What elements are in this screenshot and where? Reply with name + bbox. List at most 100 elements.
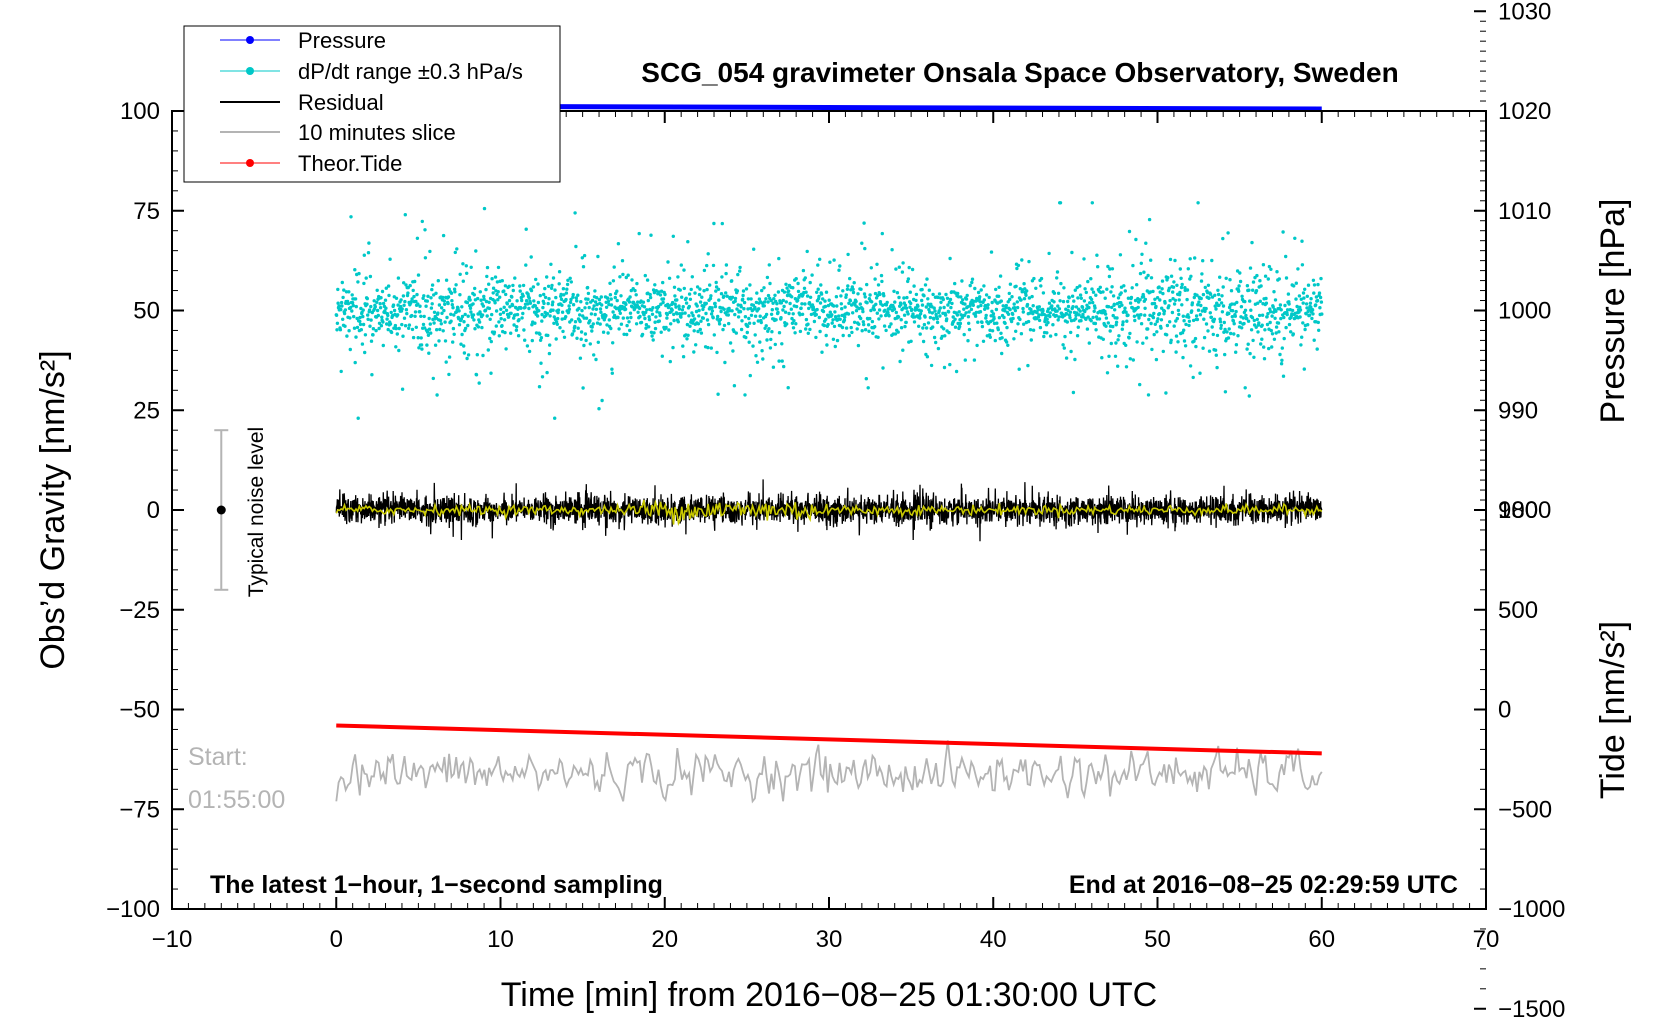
dpdt-point — [628, 295, 632, 299]
dpdt-point — [771, 301, 775, 305]
dpdt-point — [1158, 298, 1162, 302]
dpdt-point — [878, 292, 882, 297]
dpdt-point — [489, 371, 493, 375]
dpdt-point — [1213, 293, 1217, 297]
dpdt-point — [463, 326, 468, 331]
dpdt-point — [824, 317, 828, 321]
dpdt-point — [683, 311, 687, 315]
dpdt-point — [1103, 309, 1107, 314]
dpdt-point — [571, 292, 575, 297]
dpdt-point — [865, 282, 869, 287]
dpdt-point — [894, 310, 898, 315]
dpdt-point — [705, 263, 709, 268]
y-tick-label: 75 — [133, 198, 160, 225]
dpdt-point — [1243, 299, 1247, 304]
dpdt-point — [739, 305, 743, 309]
dpdt-point — [1139, 261, 1144, 265]
x-axis-title: Time [min] from 2016−08−25 01:30:00 UTC — [501, 976, 1157, 1014]
dpdt-point — [824, 290, 829, 294]
dpdt-point — [661, 297, 666, 301]
dpdt-point — [643, 316, 647, 321]
dpdt-point — [485, 274, 489, 279]
x-tick-label: 60 — [1308, 926, 1335, 953]
dpdt-point — [784, 282, 788, 286]
dpdt-point — [446, 301, 450, 306]
dpdt-point — [1198, 371, 1202, 375]
dpdt-point — [1266, 312, 1270, 316]
dpdt-point — [753, 305, 757, 310]
dpdt-point — [1216, 292, 1221, 297]
dpdt-point — [1130, 286, 1134, 290]
dpdt-point — [412, 294, 416, 299]
dpdt-point — [1182, 328, 1186, 332]
dpdt-point — [359, 328, 363, 332]
dpdt-point — [1083, 287, 1087, 291]
dpdt-point — [1026, 319, 1031, 324]
dpdt-point — [901, 348, 905, 352]
dpdt-point — [1095, 253, 1099, 257]
dpdt-point — [512, 316, 516, 320]
dpdt-point — [710, 306, 714, 310]
dpdt-point — [928, 315, 933, 320]
dpdt-point — [769, 337, 773, 342]
dpdt-point — [816, 263, 820, 267]
dpdt-point — [1292, 284, 1296, 288]
dpdt-point — [545, 312, 550, 316]
dpdt-point — [804, 317, 809, 322]
dpdt-point — [790, 321, 795, 325]
dpdt-point — [749, 297, 753, 301]
dpdt-point — [523, 305, 527, 310]
dpdt-point — [396, 313, 400, 317]
dpdt-point — [997, 316, 1002, 320]
dpdt-point — [657, 319, 661, 323]
dpdt-point — [1120, 303, 1124, 307]
dpdt-point — [1229, 331, 1233, 336]
dpdt-point — [943, 334, 947, 338]
dpdt-point — [413, 314, 417, 318]
dpdt-point — [909, 301, 913, 306]
dpdt-point — [616, 315, 620, 320]
dpdt-point — [833, 344, 837, 349]
dpdt-point — [1058, 299, 1062, 303]
dpdt-point — [634, 322, 639, 326]
svg-text:10 minutes slice: 10 minutes slice — [298, 120, 456, 145]
dpdt-point — [1015, 300, 1019, 304]
dpdt-point — [724, 271, 728, 276]
dpdt-point — [826, 322, 830, 327]
dpdt-point — [461, 262, 465, 266]
dpdt-point — [736, 303, 740, 307]
dpdt-point — [997, 294, 1001, 298]
dpdt-point — [355, 325, 360, 330]
dpdt-point — [808, 295, 813, 299]
dpdt-point — [1156, 317, 1160, 321]
dpdt-point — [456, 306, 460, 310]
dpdt-point — [410, 313, 414, 318]
dpdt-point — [694, 309, 699, 314]
dpdt-point — [1318, 295, 1323, 300]
dpdt-point — [742, 300, 747, 305]
dpdt-point — [1142, 270, 1146, 274]
dpdt-point — [1213, 304, 1217, 308]
dpdt-point — [975, 343, 979, 348]
dpdt-point — [612, 265, 616, 269]
tide-tick-label: 1000 — [1498, 497, 1551, 524]
dpdt-point — [966, 315, 971, 319]
dpdt-point — [1059, 281, 1063, 286]
dpdt-point — [491, 286, 496, 290]
dpdt-point — [692, 329, 696, 333]
dpdt-point — [474, 373, 479, 377]
dpdt-point — [755, 291, 759, 295]
dpdt-point — [1012, 302, 1016, 306]
dpdt-point — [739, 327, 744, 332]
dpdt-point — [1238, 271, 1242, 275]
dpdt-point — [1141, 341, 1145, 345]
dpdt-point — [746, 297, 751, 301]
dpdt-point — [514, 328, 519, 332]
dpdt-point — [727, 309, 732, 313]
dpdt-point — [531, 285, 536, 289]
dpdt-point — [439, 322, 443, 326]
dpdt-point — [777, 256, 781, 261]
dpdt-point — [1146, 273, 1150, 278]
dpdt-point — [595, 296, 599, 300]
dpdt-point — [835, 338, 840, 343]
